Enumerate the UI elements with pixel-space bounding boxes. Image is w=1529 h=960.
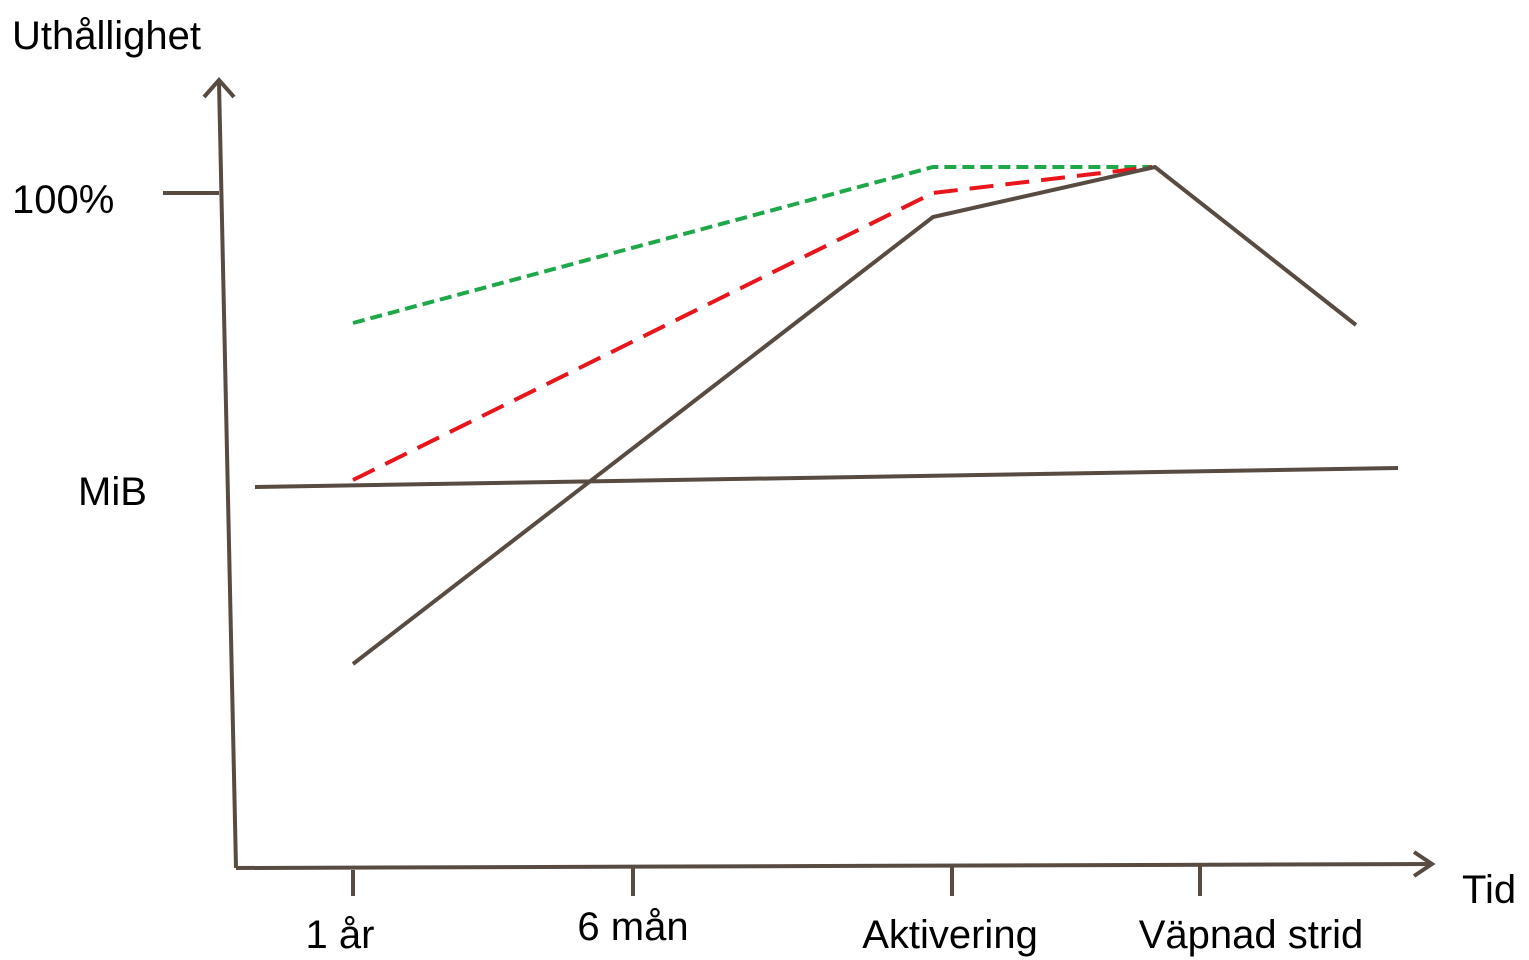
x-axis (235, 862, 1431, 870)
y-axis-arrowhead (202, 76, 236, 99)
x-tick-label-vapnad-strid: Väpnad strid (1139, 913, 1364, 957)
x-axis-label: Tid (1462, 868, 1516, 912)
x-tick-label-aktivering: Aktivering (862, 913, 1038, 957)
series-solid (351, 164, 1358, 666)
series-red-dashed (352, 165, 1153, 482)
mib-reference-line (254, 466, 1399, 489)
y-axis (217, 81, 238, 869)
x-tick-label-1-ar: 1 år (306, 913, 375, 957)
x-axis-arrowhead (1412, 850, 1436, 878)
y-tick-label-100: 100% (12, 178, 114, 222)
series-green-dashed (352, 165, 1152, 325)
y-axis-label: Uthållighet (12, 14, 201, 58)
mib-label: MiB (78, 470, 147, 514)
x-tick-label-6-man: 6 mån (577, 905, 688, 949)
